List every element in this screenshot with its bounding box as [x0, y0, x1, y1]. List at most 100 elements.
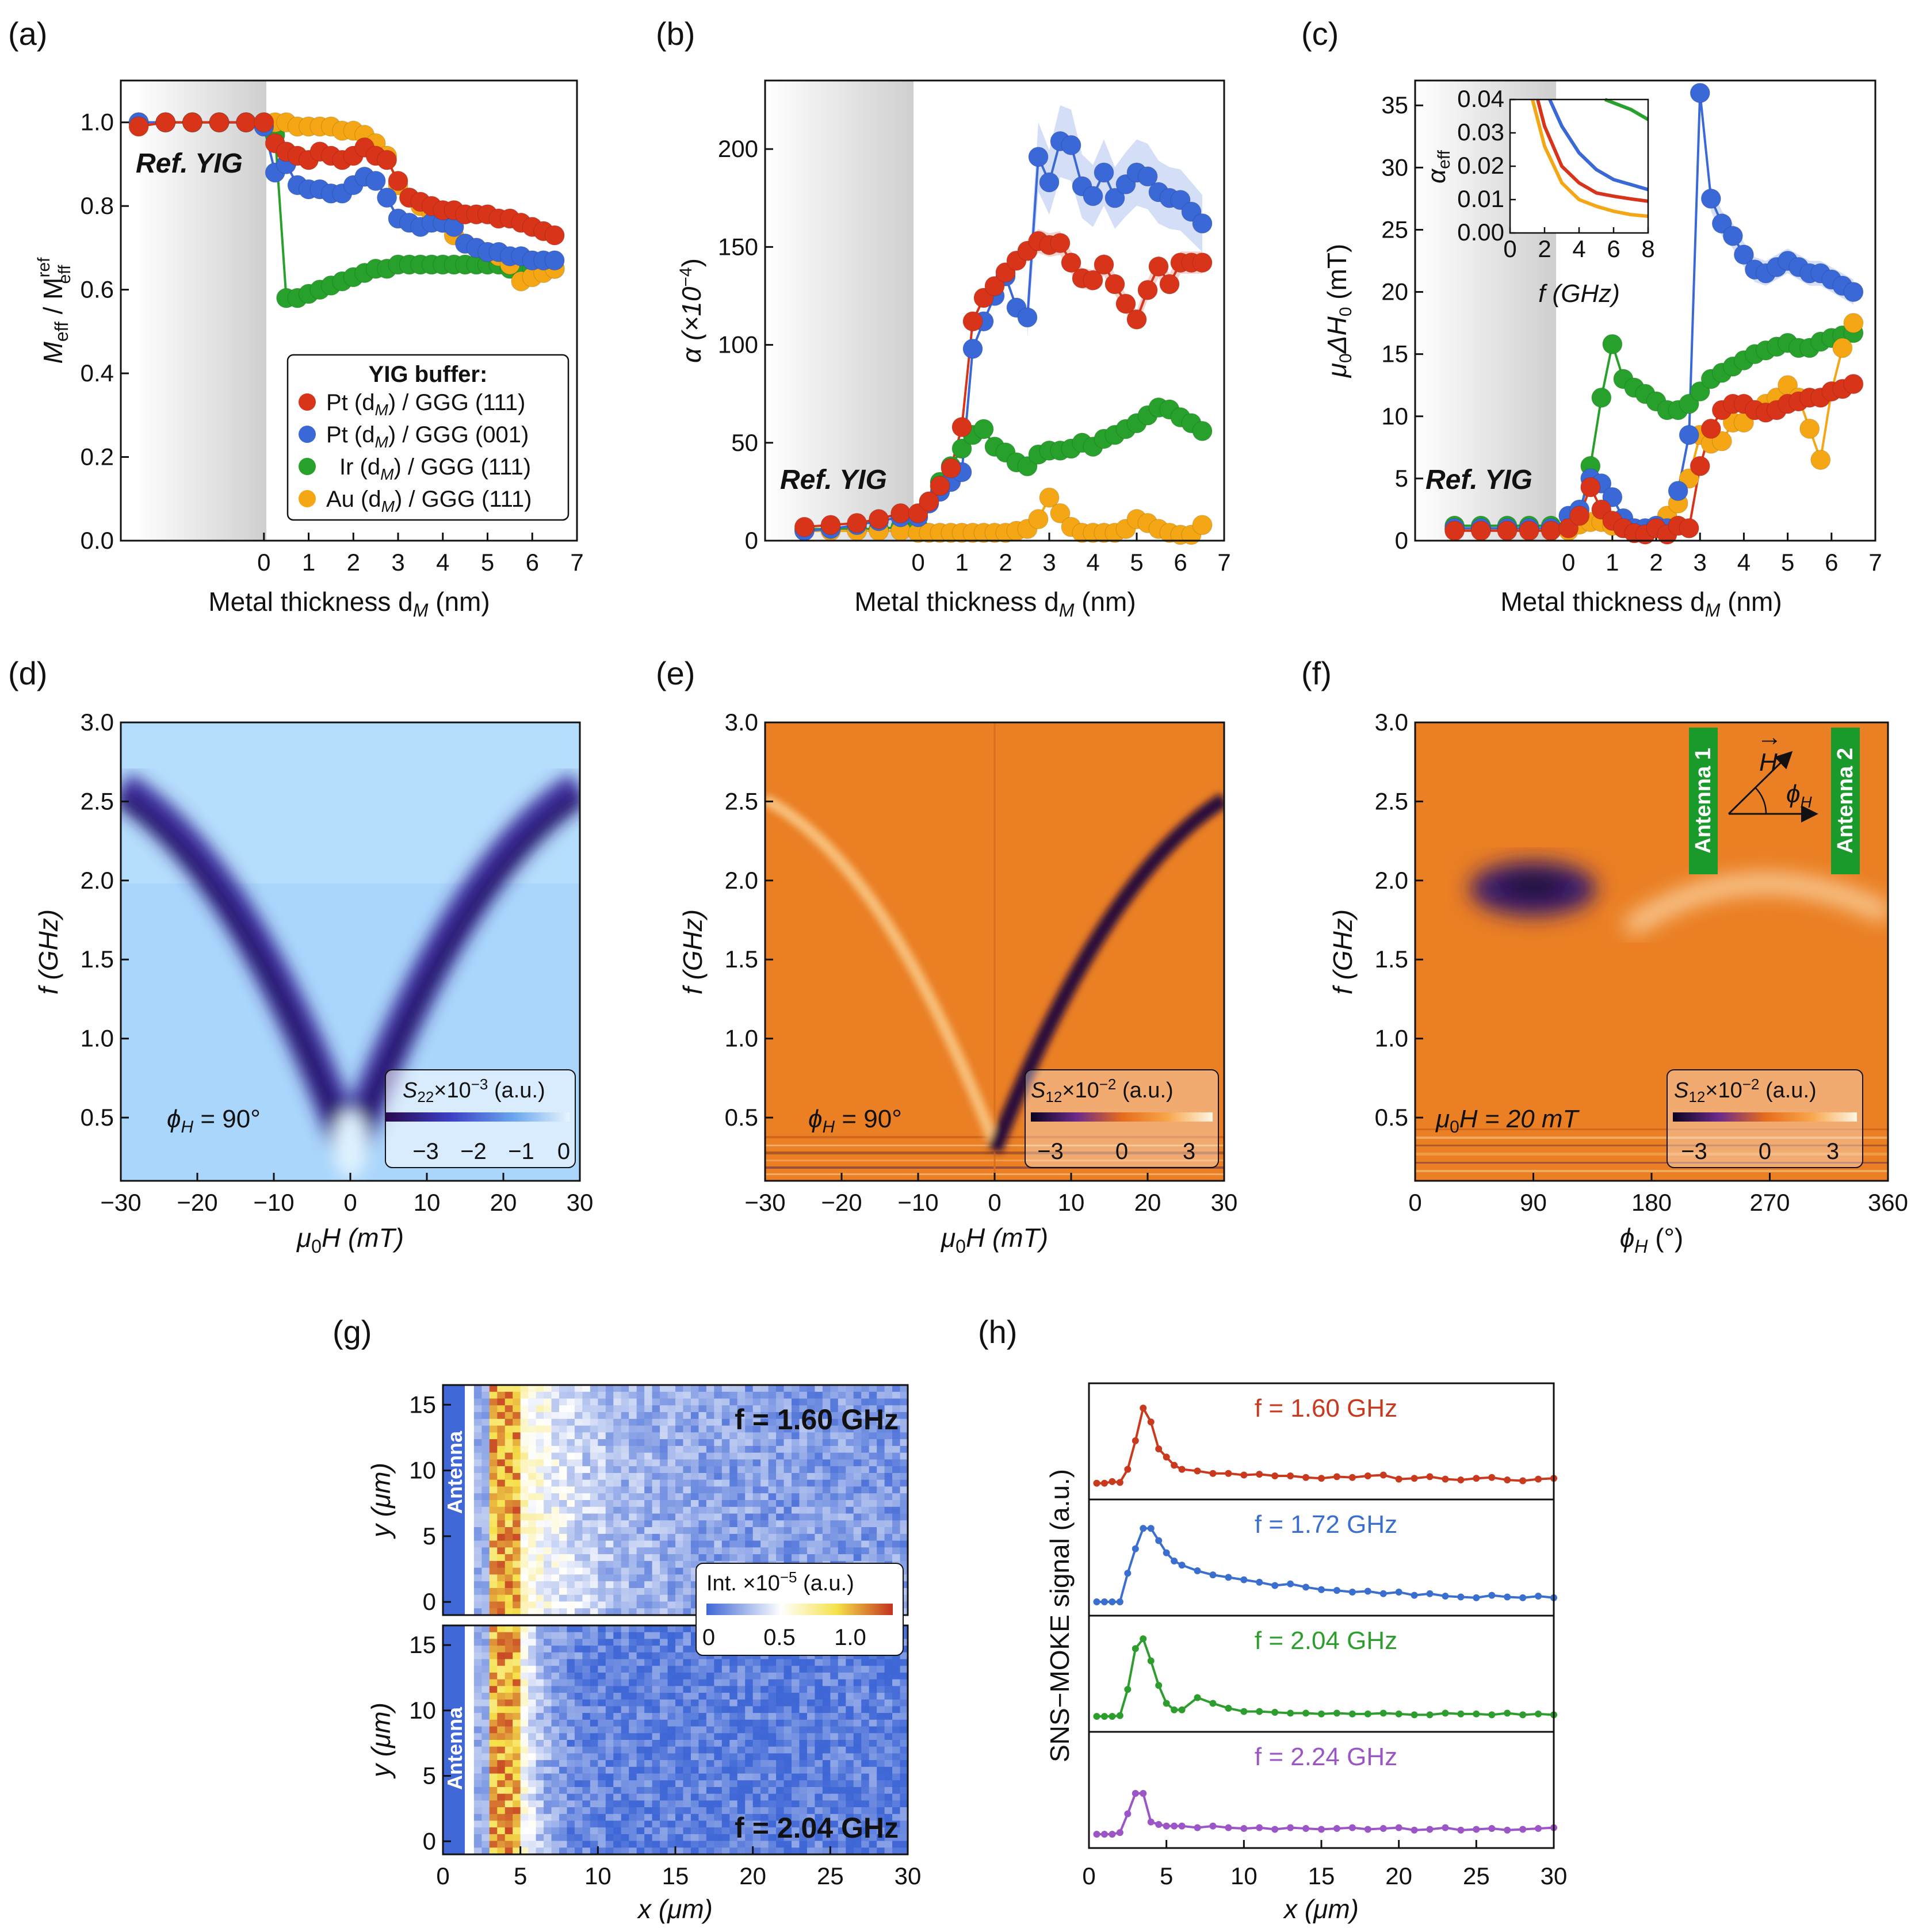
intensity-pixel: [598, 1493, 606, 1501]
intensity-pixel: [783, 1672, 792, 1680]
intensity-pixel: [551, 1500, 560, 1508]
intensity-pixel: [629, 1554, 637, 1562]
x-tick-label: 180: [1631, 1189, 1672, 1216]
intensity-pixel: [520, 1513, 529, 1521]
intensity-pixel: [869, 1834, 877, 1842]
trace-point-f160: [1256, 1471, 1263, 1478]
intensity-pixel: [605, 1439, 614, 1447]
intensity-pixel: [636, 1639, 645, 1646]
intensity-pixel: [683, 1786, 691, 1795]
trace-point-f224: [1132, 1790, 1139, 1797]
trace-point-f204: [1132, 1645, 1139, 1652]
colorbar-tick: −3: [412, 1139, 439, 1164]
intensity-pixel: [714, 1733, 723, 1740]
intensity-pixel: [853, 1693, 862, 1700]
intensity-pixel: [846, 1405, 854, 1413]
intensity-pixel: [544, 1567, 552, 1575]
intensity-pixel: [629, 1766, 637, 1774]
x-tick-label: 30: [1211, 1189, 1238, 1216]
intensity-pixel: [629, 1726, 637, 1734]
intensity-pixel: [536, 1659, 544, 1666]
intensity-pixel: [683, 1841, 691, 1848]
intensity-pixel: [815, 1693, 823, 1700]
intensity-pixel: [536, 1760, 544, 1768]
intensity-pixel: [598, 1439, 606, 1447]
intensity-pixel: [822, 1405, 831, 1413]
intensity-pixel: [706, 1780, 714, 1788]
intensity-pixel: [590, 1793, 598, 1801]
intensity-pixel: [473, 1472, 482, 1480]
data-point-pt111: [1690, 456, 1710, 476]
intensity-pixel: [497, 1608, 506, 1616]
trace-point-f204: [1488, 1711, 1496, 1719]
intensity-pixel: [830, 1766, 839, 1774]
intensity-pixel: [574, 1486, 583, 1494]
intensity-pixel: [504, 1452, 513, 1460]
intensity-pixel: [644, 1639, 653, 1646]
trace-point-f172: [1318, 1586, 1325, 1593]
intensity-pixel: [721, 1418, 730, 1426]
intensity-pixel: [504, 1412, 513, 1420]
intensity-pixel: [551, 1719, 560, 1727]
intensity-pixel: [489, 1753, 498, 1761]
intensity-pixel: [582, 1753, 591, 1761]
colorbar-title: S22×10−3 (a.u.): [403, 1076, 545, 1105]
intensity-pixel: [900, 1506, 908, 1514]
intensity-pixel: [877, 1686, 885, 1693]
intensity-pixel: [574, 1786, 583, 1795]
intensity-pixel: [598, 1574, 606, 1582]
intensity-pixel: [660, 1425, 668, 1433]
intensity-pixel: [861, 1713, 870, 1720]
intensity-pixel: [544, 1513, 552, 1521]
inset-x-tick-label: 6: [1607, 235, 1620, 262]
intensity-pixel: [598, 1486, 606, 1494]
intensity-pixel: [629, 1587, 637, 1596]
fmr-branch-core-positive: [344, 794, 580, 1158]
intensity-pixel: [683, 1452, 691, 1460]
intensity-pixel: [629, 1520, 637, 1528]
heatmap-e: [765, 722, 1224, 1181]
intensity-pixel: [690, 1786, 699, 1795]
intensity-pixel: [892, 1699, 901, 1707]
intensity-pixel: [690, 1814, 699, 1822]
intensity-pixel: [853, 1533, 862, 1541]
colorbar-tick: 0.5: [763, 1625, 796, 1650]
intensity-pixel: [892, 1472, 901, 1480]
intensity-pixel: [621, 1398, 629, 1406]
intensity-pixel: [652, 1632, 660, 1640]
inset-line-au111: [1531, 99, 1649, 218]
intensity-pixel: [768, 1459, 777, 1467]
intensity-pixel: [544, 1820, 552, 1828]
intensity-pixel: [690, 1719, 699, 1727]
x-tick-label: 360: [1868, 1189, 1908, 1216]
intensity-pixel: [551, 1699, 560, 1707]
x-tick-label: 1: [955, 549, 968, 576]
intensity-pixel: [520, 1679, 529, 1686]
intensity-pixel: [892, 1841, 901, 1848]
intensity-pixel: [613, 1699, 622, 1707]
intensity-pixel: [792, 1493, 800, 1501]
intensity-pixel: [706, 1713, 714, 1720]
intensity-pixel: [698, 1445, 707, 1453]
intensity-pixel: [884, 1760, 893, 1768]
intensity-pixel: [838, 1506, 846, 1514]
intensity-pixel: [792, 1412, 800, 1420]
intensity-pixel: [598, 1594, 606, 1602]
intensity-pixel: [528, 1746, 537, 1754]
intensity-pixel: [652, 1693, 660, 1700]
data-point-pt001: [1722, 225, 1743, 246]
intensity-pixel: [520, 1445, 529, 1453]
intensity-pixel: [675, 1418, 684, 1426]
intensity-pixel: [729, 1452, 738, 1460]
intensity-pixel: [590, 1533, 598, 1541]
trace-point-f204: [1318, 1710, 1325, 1717]
intensity-pixel: [884, 1466, 893, 1474]
intensity-pixel: [536, 1560, 544, 1568]
intensity-pixel: [652, 1560, 660, 1568]
intensity-pixel: [629, 1632, 637, 1640]
intensity-pixel: [504, 1493, 513, 1501]
intensity-pixel: [644, 1439, 653, 1447]
intensity-pixel: [869, 1719, 877, 1727]
intensity-pixel: [598, 1547, 606, 1555]
intensity-pixel: [513, 1807, 521, 1815]
